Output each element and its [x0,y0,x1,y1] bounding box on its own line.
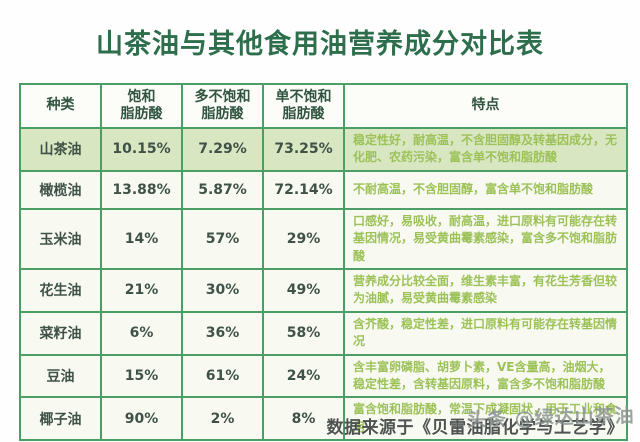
polyunsaturated-cell: 36% [181,310,264,356]
features-cell: 含丰富卵磷脂、胡萝卜素，VE含量高，油烟大，稳定性差，含转基因原料，富含多不饱和… [343,353,628,399]
monounsaturated-cell: 72.14% [262,169,345,210]
col-header-saturated: 饱和 脂肪酸 [100,83,183,129]
table-row-soybean-oil: 豆油 15% 61% 24% 含丰富卵磷脂、胡萝卜素，VE含量高，油烟大，稳定性… [19,353,628,399]
oil-name-cell: 豆油 [19,353,102,399]
oil-name-cell: 玉米油 [19,207,102,270]
saturated-cell: 10.15% [100,127,183,172]
saturated-cell: 13.88% [100,169,183,210]
table-row-coconut-oil: 椰子油 90% 2% 8% 富含饱和脂肪酸，常温下成凝固状，用于工业和食用 [19,396,628,442]
saturated-cell: 90% [100,396,183,442]
monounsaturated-cell: 58% [262,310,345,356]
oil-name-cell: 橄榄油 [19,169,102,210]
polyunsaturated-cell: 7.29% [181,127,264,172]
polyunsaturated-cell: 61% [181,353,264,399]
monounsaturated-cell: 49% [262,267,345,313]
table-row-peanut-oil: 花生油 21% 30% 49% 营养成分比较全面，维生素丰富，有花生芳香但较为油… [19,267,628,313]
features-cell: 口感好，易吸收，耐高温，进口原料有可能存在转基因情况，易受黄曲霉素感染，富含多不… [343,207,628,270]
table-row-corn-oil: 玉米油 14% 57% 29% 口感好，易吸收，耐高温，进口原料有可能存在转基因… [19,207,628,270]
features-cell: 稳定性好，耐高温，不含胆固醇及转基因成分，无化肥、农药污染，富含单不饱和脂肪酸 [343,127,628,172]
saturated-cell: 14% [100,207,183,270]
page-title: 山茶油与其他食用油营养成分对比表 [96,29,544,60]
col-header-type: 种类 [19,83,102,129]
oil-name-cell: 花生油 [19,267,102,313]
features-cell: 富含饱和脂肪酸，常温下成凝固状，用于工业和食用 [343,396,628,442]
polyunsaturated-cell: 5.87% [181,169,264,210]
oil-comparison-table: 种类 饱和 脂肪酸 多不饱和 脂肪酸 单不饱和 脂肪酸 特点 山茶油 10.15… [19,83,628,442]
polyunsaturated-cell: 2% [181,396,264,442]
features-cell: 不耐高温，不含胆固醇，富含单不饱和脂肪酸 [343,169,628,210]
col-header-polyunsaturated: 多不饱和 脂肪酸 [181,83,264,129]
table-row-olive-oil: 橄榄油 13.88% 5.87% 72.14% 不耐高温，不含胆固醇，富含单不饱… [19,169,628,210]
polyunsaturated-cell: 30% [181,267,264,313]
oil-name-cell: 椰子油 [19,396,102,442]
monounsaturated-cell: 24% [262,353,345,399]
saturated-cell: 21% [100,267,183,313]
saturated-cell: 6% [100,310,183,356]
toutiao-watermark: 头条 @绿达山茶油 [467,404,636,432]
col-header-monounsaturated: 单不饱和 脂肪酸 [262,83,345,129]
table-row-camellia-oil: 山茶油 10.15% 7.29% 73.25% 稳定性好，耐高温，不含胆固醇及转… [19,127,628,172]
polyunsaturated-cell: 57% [181,207,264,270]
table-row-rapeseed-oil: 菜籽油 6% 36% 58% 含芥酸，稳定性差，进口原料有可能存在转基因情况 [19,310,628,356]
header-row: 种类 饱和 脂肪酸 多不饱和 脂肪酸 单不饱和 脂肪酸 特点 [19,83,628,129]
monounsaturated-cell: 73.25% [262,127,345,172]
features-cell: 营养成分比较全面，维生素丰富，有花生芳香但较为油腻，易受黄曲霉素感染 [343,267,628,313]
oil-name-cell: 菜籽油 [19,310,102,356]
saturated-cell: 15% [100,353,183,399]
monounsaturated-cell: 8% [262,396,345,442]
data-source-note: 数据来源于《贝雷油脂化学与工艺学》 [326,418,624,438]
features-cell: 含芥酸，稳定性差，进口原料有可能存在转基因情况 [343,310,628,356]
monounsaturated-cell: 29% [262,207,345,270]
col-header-features: 特点 [343,83,628,129]
oil-name-cell: 山茶油 [19,127,102,172]
